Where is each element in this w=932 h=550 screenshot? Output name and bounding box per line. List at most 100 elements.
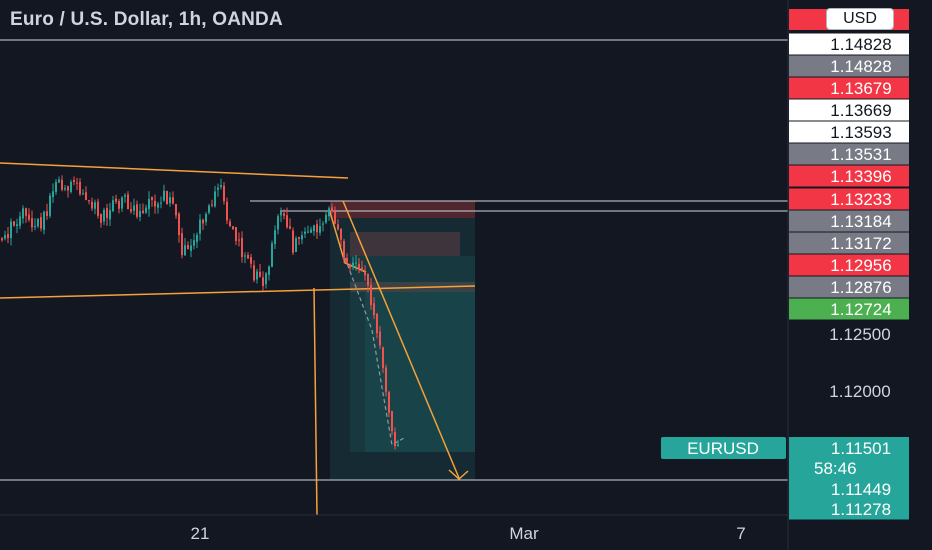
candle-body (394, 432, 396, 447)
trendlines (0, 162, 476, 516)
candle-body (352, 262, 354, 267)
candle-body (169, 197, 171, 204)
candle-body (235, 227, 237, 241)
candle-body (343, 240, 345, 260)
candle-body (175, 204, 177, 216)
trendline-projection (342, 200, 460, 479)
candle-body (205, 213, 207, 222)
candle-body (163, 190, 165, 201)
candle-body (346, 257, 348, 264)
price-badge-label: 1.13593 (830, 123, 891, 142)
candle-body (139, 210, 141, 217)
price-badge-label: 1.12876 (830, 278, 891, 297)
candle-body (151, 197, 153, 201)
candle-body (166, 191, 168, 205)
candle-body (388, 392, 390, 413)
candle-body (238, 239, 240, 241)
candle-body (250, 257, 252, 264)
candle-body (97, 201, 99, 216)
price-badge (789, 143, 909, 165)
candle-body (73, 180, 75, 182)
last-price-value: 1.11501 (831, 439, 891, 458)
candle-body (55, 181, 57, 192)
price-badge (789, 232, 909, 254)
price-badge-label: 1.12724 (830, 300, 891, 319)
candle-body (7, 233, 9, 239)
price-badge (789, 478, 909, 500)
candle-body (328, 208, 330, 217)
candle-body (274, 230, 276, 245)
candle-body (280, 211, 282, 216)
candle-body (70, 181, 72, 193)
candle-body (253, 265, 255, 281)
price-badge (789, 165, 909, 187)
y-tick-label: 1.12500 (829, 325, 890, 344)
price-badge (789, 55, 909, 77)
candle-body (88, 200, 90, 202)
candle-body (160, 202, 162, 204)
candle-body (376, 313, 378, 334)
candle-body (268, 266, 270, 275)
candle-body (10, 221, 12, 239)
candle-body (397, 444, 399, 447)
candle-body (193, 240, 195, 246)
candle-body (172, 197, 174, 204)
candle-body (13, 221, 15, 226)
candle-body (385, 367, 387, 392)
candle-countdown: 58:46 (814, 459, 857, 478)
candle-body (16, 224, 18, 226)
candle-body (310, 229, 312, 233)
candle-body (157, 203, 159, 208)
candle-body (307, 231, 309, 233)
price-badge-label: 1.13531 (830, 145, 891, 164)
price-badge-label: 1.14828 (830, 35, 891, 54)
candle-body (148, 198, 150, 210)
candle-body (118, 201, 120, 209)
candle-body (223, 185, 225, 202)
candle-body (121, 197, 123, 209)
candle-body (286, 215, 288, 228)
candle-body (64, 188, 66, 190)
candle-body (1, 238, 3, 241)
candle-body (199, 219, 201, 234)
price-badge (789, 210, 909, 232)
trendline-lower (0, 285, 476, 299)
candle-body (364, 272, 366, 276)
candle-body (283, 213, 285, 216)
candle-body (196, 234, 198, 242)
candle-body (37, 218, 39, 227)
price-badge (789, 498, 909, 520)
symbol-tag (661, 437, 786, 459)
candle-body (313, 225, 315, 232)
candle-body (319, 226, 321, 233)
candle-body (316, 224, 318, 233)
candle-body (142, 210, 144, 213)
candle-body (91, 201, 93, 209)
candle-body (271, 243, 273, 267)
candles (1, 175, 399, 450)
candle-body (229, 221, 231, 227)
candle-body (82, 193, 84, 195)
candle-body (127, 194, 129, 210)
price-badge (789, 121, 909, 143)
candle-body (349, 264, 351, 268)
candle-body (19, 216, 21, 226)
candle-body (130, 209, 132, 212)
candle-body (49, 195, 51, 216)
candle-body (31, 218, 33, 228)
stop-loss-zone (350, 232, 460, 256)
candle-body (298, 236, 300, 239)
candle-body (106, 208, 108, 218)
currency-selector-button[interactable]: USD (826, 8, 894, 30)
candle-body (61, 179, 63, 190)
price-badge-label: 1.14828 (830, 57, 891, 76)
candle-body (340, 228, 342, 240)
candle-body (79, 181, 81, 195)
candle-body (4, 235, 6, 239)
price-badge (789, 298, 909, 320)
price-badge-label: 1.13669 (830, 101, 891, 120)
x-tick-label: 7 (736, 524, 745, 543)
candle-body (58, 179, 60, 183)
price-badge (789, 276, 909, 298)
